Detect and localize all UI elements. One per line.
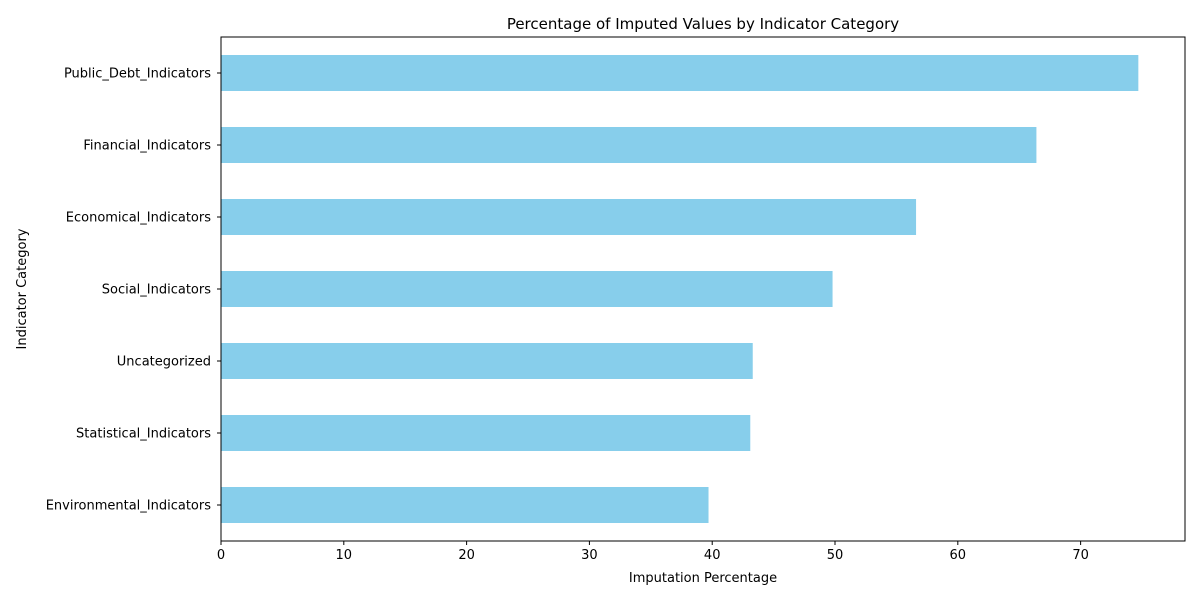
x-tick-labels: 0 10 20 30 40 50 60 70: [217, 541, 1089, 563]
plot-frame: [220, 36, 1186, 542]
y-tick-labels: Public_Debt_Indicators Financial_Indicato…: [46, 67, 221, 514]
bar: [221, 199, 917, 235]
y-tick-label: Economical_Indicators: [66, 211, 211, 226]
bar: [221, 343, 753, 379]
y-tick-label: Social_Indicators: [102, 283, 211, 298]
x-tick-label: 40: [704, 548, 721, 563]
bar: [221, 55, 1139, 91]
y-tick-label: Statistical_Indicators: [76, 427, 211, 442]
bar: [221, 415, 751, 451]
x-tick-label: 60: [950, 548, 967, 563]
x-tick-label: 0: [217, 548, 225, 563]
bar: [221, 127, 1037, 163]
x-tick-label: 20: [458, 548, 475, 563]
x-tick-label: 30: [581, 548, 598, 563]
y-tick-label: Uncategorized: [117, 355, 211, 370]
y-axis-label: Indicator Category: [15, 228, 30, 349]
y-tick-label: Environmental_Indicators: [46, 499, 212, 514]
x-tick-label: 10: [336, 548, 353, 563]
bar: [221, 487, 709, 523]
y-tick-label: Financial_Indicators: [83, 139, 211, 154]
x-tick-label: 70: [1072, 548, 1089, 563]
x-axis-label: Imputation Percentage: [629, 571, 777, 586]
bar: [221, 271, 833, 307]
bars-group: [221, 55, 1139, 523]
chart-title: Percentage of Imputed Values by Indicato…: [507, 15, 899, 33]
y-tick-label: Public_Debt_Indicators: [64, 67, 211, 82]
x-tick-label: 50: [827, 548, 844, 563]
